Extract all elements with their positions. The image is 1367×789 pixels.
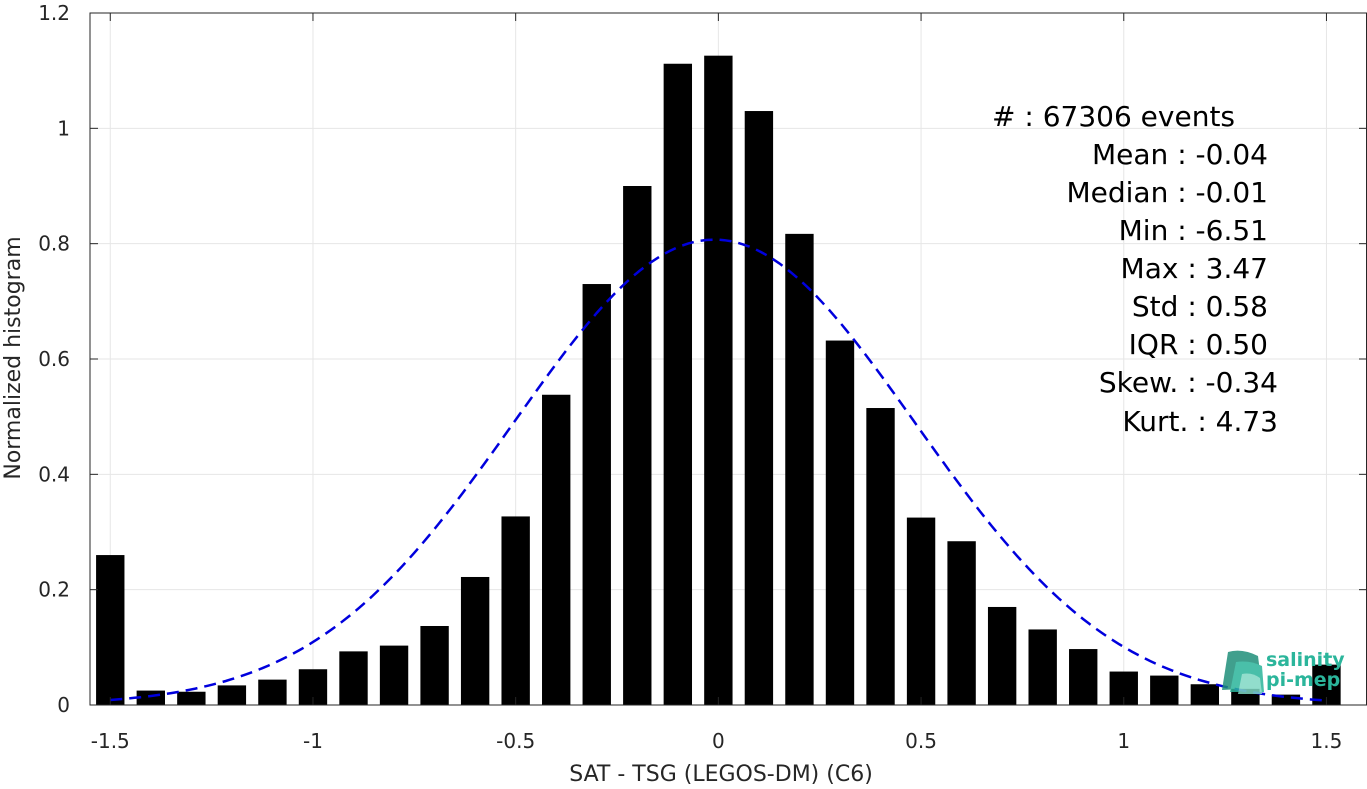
stats-count: # : 67306 events (992, 100, 1235, 133)
x-tick-labels: -1.5 -1 -0.5 0 0.5 1 1.5 (91, 729, 1343, 753)
logo-line-1: salinity (1266, 649, 1345, 671)
stats-max: Max : 3.47 (1121, 252, 1268, 285)
stats-mean: Mean : -0.04 (1092, 138, 1268, 171)
salinity-pimep-logo: salinity pi-mep (1222, 649, 1345, 694)
histogram-bar (947, 541, 976, 705)
histogram-bar (744, 111, 774, 706)
histogram-bar (987, 606, 1017, 705)
ticks-layer (90, 12, 1367, 706)
histogram-bar (379, 645, 409, 705)
y-tick-label: 1 (57, 116, 70, 140)
stats-kurt: Kurt. : 4.73 (1122, 405, 1278, 438)
histogram-bar (501, 516, 530, 705)
histogram-bar (258, 679, 287, 705)
histogram-bar (785, 233, 814, 705)
stats-median: Median : -0.01 (1066, 176, 1268, 209)
stats-annotation: # : 67306 events Mean : -0.04 Median : -… (992, 100, 1278, 438)
x-tick-label: -1.5 (91, 729, 130, 753)
stats-std: Std : 0.58 (1132, 290, 1268, 323)
histogram-bar (906, 517, 936, 705)
y-tick-labels: 0 0.2 0.4 0.6 0.8 1 1.2 (38, 1, 70, 717)
histogram-bar (1150, 675, 1179, 705)
histogram-bar (825, 340, 855, 705)
logo-line-2: pi-mep (1266, 669, 1340, 691)
x-tick-label: -0.5 (496, 729, 535, 753)
histogram-bar (1069, 649, 1098, 705)
histogram-bar (217, 685, 247, 705)
stats-iqr: IQR : 0.50 (1129, 328, 1268, 361)
histogram-bar (96, 555, 125, 705)
histogram-bar (1190, 684, 1220, 705)
histogram-bar (1028, 629, 1057, 705)
x-tick-label: 0 (712, 729, 725, 753)
histogram-bar (704, 55, 733, 705)
x-tick-label: 1.5 (1311, 729, 1343, 753)
histogram-bar (339, 651, 368, 705)
histogram-bar (623, 186, 652, 705)
y-axis-title: Normalized histogram (1, 236, 26, 479)
histogram-bar (420, 625, 449, 705)
y-tick-label: 0.2 (38, 578, 70, 602)
normal-fit-curve (110, 238, 1327, 702)
y-tick-label: 0 (57, 693, 70, 717)
bars-layer (96, 55, 1341, 706)
histogram-bar (582, 284, 611, 705)
x-axis-title: SAT - TSG (LEGOS-DM) (C6) (569, 762, 873, 785)
histogram-bar (866, 408, 895, 705)
histogram-bar (460, 576, 490, 705)
stats-skew: Skew. : -0.34 (1099, 366, 1278, 399)
histogram-bar (542, 394, 571, 705)
histogram-bar (663, 63, 693, 706)
x-tick-label: -1 (303, 729, 323, 753)
logo-wave-icon (1222, 650, 1264, 694)
y-tick-label: 0.6 (38, 347, 70, 371)
y-tick-label: 0.4 (38, 462, 70, 486)
y-tick-label: 0.8 (38, 232, 70, 256)
x-tick-label: 0.5 (905, 729, 937, 753)
histogram-bar (1271, 694, 1301, 705)
stats-min: Min : -6.51 (1119, 214, 1268, 247)
x-tick-label: 1 (1117, 729, 1130, 753)
y-tick-label: 1.2 (38, 1, 70, 25)
histogram-bar (177, 691, 206, 705)
